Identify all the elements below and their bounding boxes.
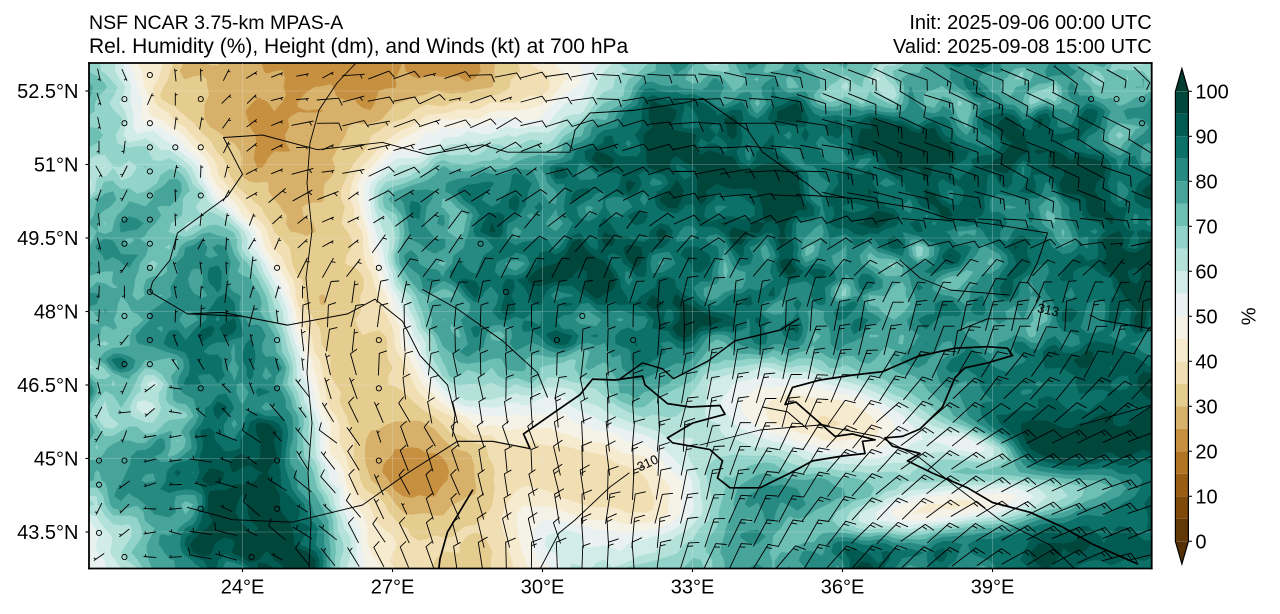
svg-text:100: 100 bbox=[1195, 82, 1228, 104]
svg-text:52.5°N: 52.5°N bbox=[17, 81, 78, 103]
svg-text:80: 80 bbox=[1195, 172, 1217, 194]
svg-text:Valid: 2025-09-08 15:00 UTC: Valid: 2025-09-08 15:00 UTC bbox=[893, 36, 1152, 58]
svg-text:39°E: 39°E bbox=[971, 576, 1015, 598]
svg-text:60: 60 bbox=[1195, 262, 1217, 284]
svg-text:30: 30 bbox=[1195, 397, 1217, 419]
svg-text:0: 0 bbox=[1195, 532, 1206, 554]
svg-text:48°N: 48°N bbox=[34, 302, 79, 324]
svg-text:%: % bbox=[1238, 307, 1260, 325]
svg-text:30°E: 30°E bbox=[521, 576, 565, 598]
svg-text:45°N: 45°N bbox=[34, 449, 79, 471]
svg-text:NSF NCAR 3.75-km MPAS-A: NSF NCAR 3.75-km MPAS-A bbox=[89, 12, 343, 34]
svg-text:40: 40 bbox=[1195, 352, 1217, 374]
svg-text:43.5°N: 43.5°N bbox=[17, 522, 78, 544]
svg-text:24°E: 24°E bbox=[221, 576, 265, 598]
svg-text:36°E: 36°E bbox=[821, 576, 865, 598]
svg-text:10: 10 bbox=[1195, 487, 1217, 509]
svg-text:27°E: 27°E bbox=[371, 576, 415, 598]
svg-text:20: 20 bbox=[1195, 442, 1217, 464]
svg-text:46.5°N: 46.5°N bbox=[17, 375, 78, 397]
svg-text:49.5°N: 49.5°N bbox=[17, 228, 78, 250]
svg-text:Init: 2025-09-06 00:00 UTC: Init: 2025-09-06 00:00 UTC bbox=[909, 12, 1151, 34]
svg-text:50: 50 bbox=[1195, 307, 1217, 329]
svg-text:51°N: 51°N bbox=[34, 155, 79, 177]
svg-text:70: 70 bbox=[1195, 217, 1217, 239]
svg-text:90: 90 bbox=[1195, 127, 1217, 149]
svg-text:Rel. Humidity (%), Height (dm): Rel. Humidity (%), Height (dm), and Wind… bbox=[89, 35, 629, 58]
svg-text:33°E: 33°E bbox=[671, 576, 715, 598]
